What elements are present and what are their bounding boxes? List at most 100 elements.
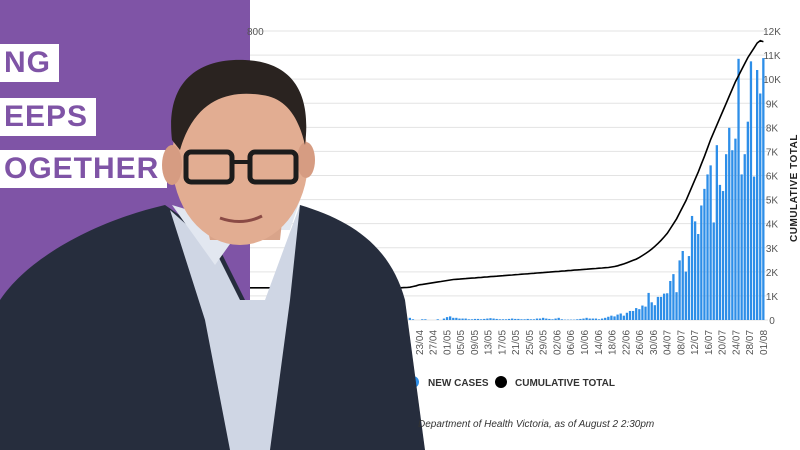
x-axis-ticks: 19/0423/0427/0401/0505/0509/0513/0517/05…: [401, 330, 770, 355]
new-cases-bar: [759, 93, 762, 320]
new-cases-bar: [756, 70, 759, 320]
legend-cumulative-marker: [495, 376, 507, 388]
new-cases-bar: [669, 280, 672, 321]
x-tick-label: 10/06: [580, 330, 591, 355]
new-cases-bar: [619, 313, 622, 320]
new-cases-bar: [514, 318, 517, 320]
new-cases-bar: [731, 150, 734, 320]
source-caption: Department of Health Victoria, as of Aug…: [418, 419, 655, 430]
x-tick-label: 01/05: [442, 330, 453, 355]
x-tick-label: 24/07: [732, 330, 743, 355]
new-cases-bar: [483, 318, 486, 320]
right-tick-label: 5K: [766, 196, 779, 207]
politician-photo: [0, 59, 425, 450]
new-cases-bar: [486, 318, 489, 321]
glasses-left-lens: [183, 149, 235, 185]
new-cases-bar: [628, 310, 632, 320]
new-cases-bar: [594, 318, 598, 321]
new-cases-bar: [408, 317, 411, 320]
new-cases-bar: [464, 318, 467, 321]
new-cases-bar: [641, 305, 644, 320]
new-cases-bar: [706, 174, 709, 320]
new-cases-bar: [715, 145, 718, 320]
x-tick-label: 09/05: [470, 330, 481, 355]
new-cases-bar: [656, 296, 660, 320]
new-cases-bar: [762, 58, 765, 321]
new-cases-bar: [659, 296, 663, 320]
new-cases-bar: [554, 318, 557, 321]
slogan-line-2: EEPS: [0, 98, 97, 136]
new-cases-bar: [712, 222, 715, 320]
right-tick-label: 7K: [766, 147, 779, 158]
x-tick-label: 05/05: [456, 330, 467, 355]
x-tick-label: 12/07: [690, 330, 701, 355]
new-cases-bar: [687, 256, 691, 320]
new-cases-bar: [703, 188, 706, 320]
new-cases-bar: [675, 292, 678, 320]
new-cases-bar: [470, 319, 474, 320]
slogan-line-3: OGETHER: [0, 150, 168, 188]
ear-left: [162, 145, 182, 185]
new-cases-bar: [511, 318, 514, 321]
new-cases-bar: [560, 319, 563, 320]
suit-jacket-right: [255, 205, 425, 450]
new-cases-bar: [492, 318, 495, 321]
new-cases-bar: [442, 318, 446, 321]
right-axis-title: CUMULATIVE TOTAL: [789, 134, 800, 242]
new-cases-bar: [666, 293, 669, 320]
new-cases-bar: [582, 318, 585, 321]
x-tick-label: 23/04: [415, 330, 426, 355]
new-cases-bar: [520, 319, 523, 320]
x-tick-label: 02/06: [553, 330, 564, 355]
new-cases-bar: [449, 316, 452, 320]
new-cases-bar: [718, 184, 722, 320]
right-tick-label: 8K: [766, 123, 779, 134]
right-tick-label: 6K: [766, 172, 779, 183]
right-tick-label: 4K: [766, 220, 779, 231]
new-cases-bars: [408, 58, 765, 321]
new-cases-bar: [647, 292, 650, 320]
new-cases-bar: [613, 316, 616, 320]
new-cases-bar: [480, 319, 483, 320]
new-cases-bar: [709, 165, 712, 320]
new-cases-bar: [467, 319, 470, 320]
shirt: [170, 205, 300, 450]
new-cases-bar: [616, 314, 619, 320]
new-cases-bar: [737, 58, 740, 320]
new-cases-bar: [644, 306, 647, 320]
new-cases-bar: [607, 316, 610, 320]
right-tick-label: 12K: [763, 27, 781, 38]
new-cases-bar: [501, 319, 505, 320]
right-tick-label: 1K: [766, 292, 779, 303]
new-cases-bar: [548, 318, 551, 320]
new-cases-bar: [678, 260, 681, 320]
new-cases-bar: [693, 221, 697, 320]
new-cases-bar: [672, 274, 675, 320]
x-tick-label: 20/07: [718, 330, 729, 355]
x-tick-label: 18/06: [608, 330, 619, 355]
new-cases-bar: [631, 310, 635, 320]
x-tick-label: 30/06: [649, 330, 660, 355]
new-cases-bar: [532, 319, 536, 320]
right-tick-label: 0: [769, 316, 775, 327]
new-cases-bar: [600, 318, 604, 321]
x-tick-label: 16/07: [704, 330, 715, 355]
x-tick-label: 14/06: [594, 330, 605, 355]
new-cases-bar: [635, 308, 638, 320]
new-cases-bar: [610, 315, 613, 320]
mouth: [219, 214, 263, 223]
left-tick-label: 800: [247, 27, 264, 38]
new-cases-bar: [591, 318, 594, 321]
new-cases-bar: [495, 318, 498, 320]
new-cases-bar: [421, 319, 424, 320]
legend-cumulative-label: CUMULATIVE TOTAL: [515, 378, 615, 389]
new-cases-bar: [473, 318, 477, 320]
new-cases-bar: [476, 318, 480, 320]
new-cases-bar: [455, 317, 458, 320]
new-cases-bar: [681, 251, 684, 320]
new-cases-bar: [734, 138, 737, 320]
new-cases-bar: [662, 293, 666, 320]
new-cases-bar: [743, 154, 746, 320]
new-cases-bar: [653, 305, 656, 320]
x-tick-label: 26/06: [635, 330, 646, 355]
